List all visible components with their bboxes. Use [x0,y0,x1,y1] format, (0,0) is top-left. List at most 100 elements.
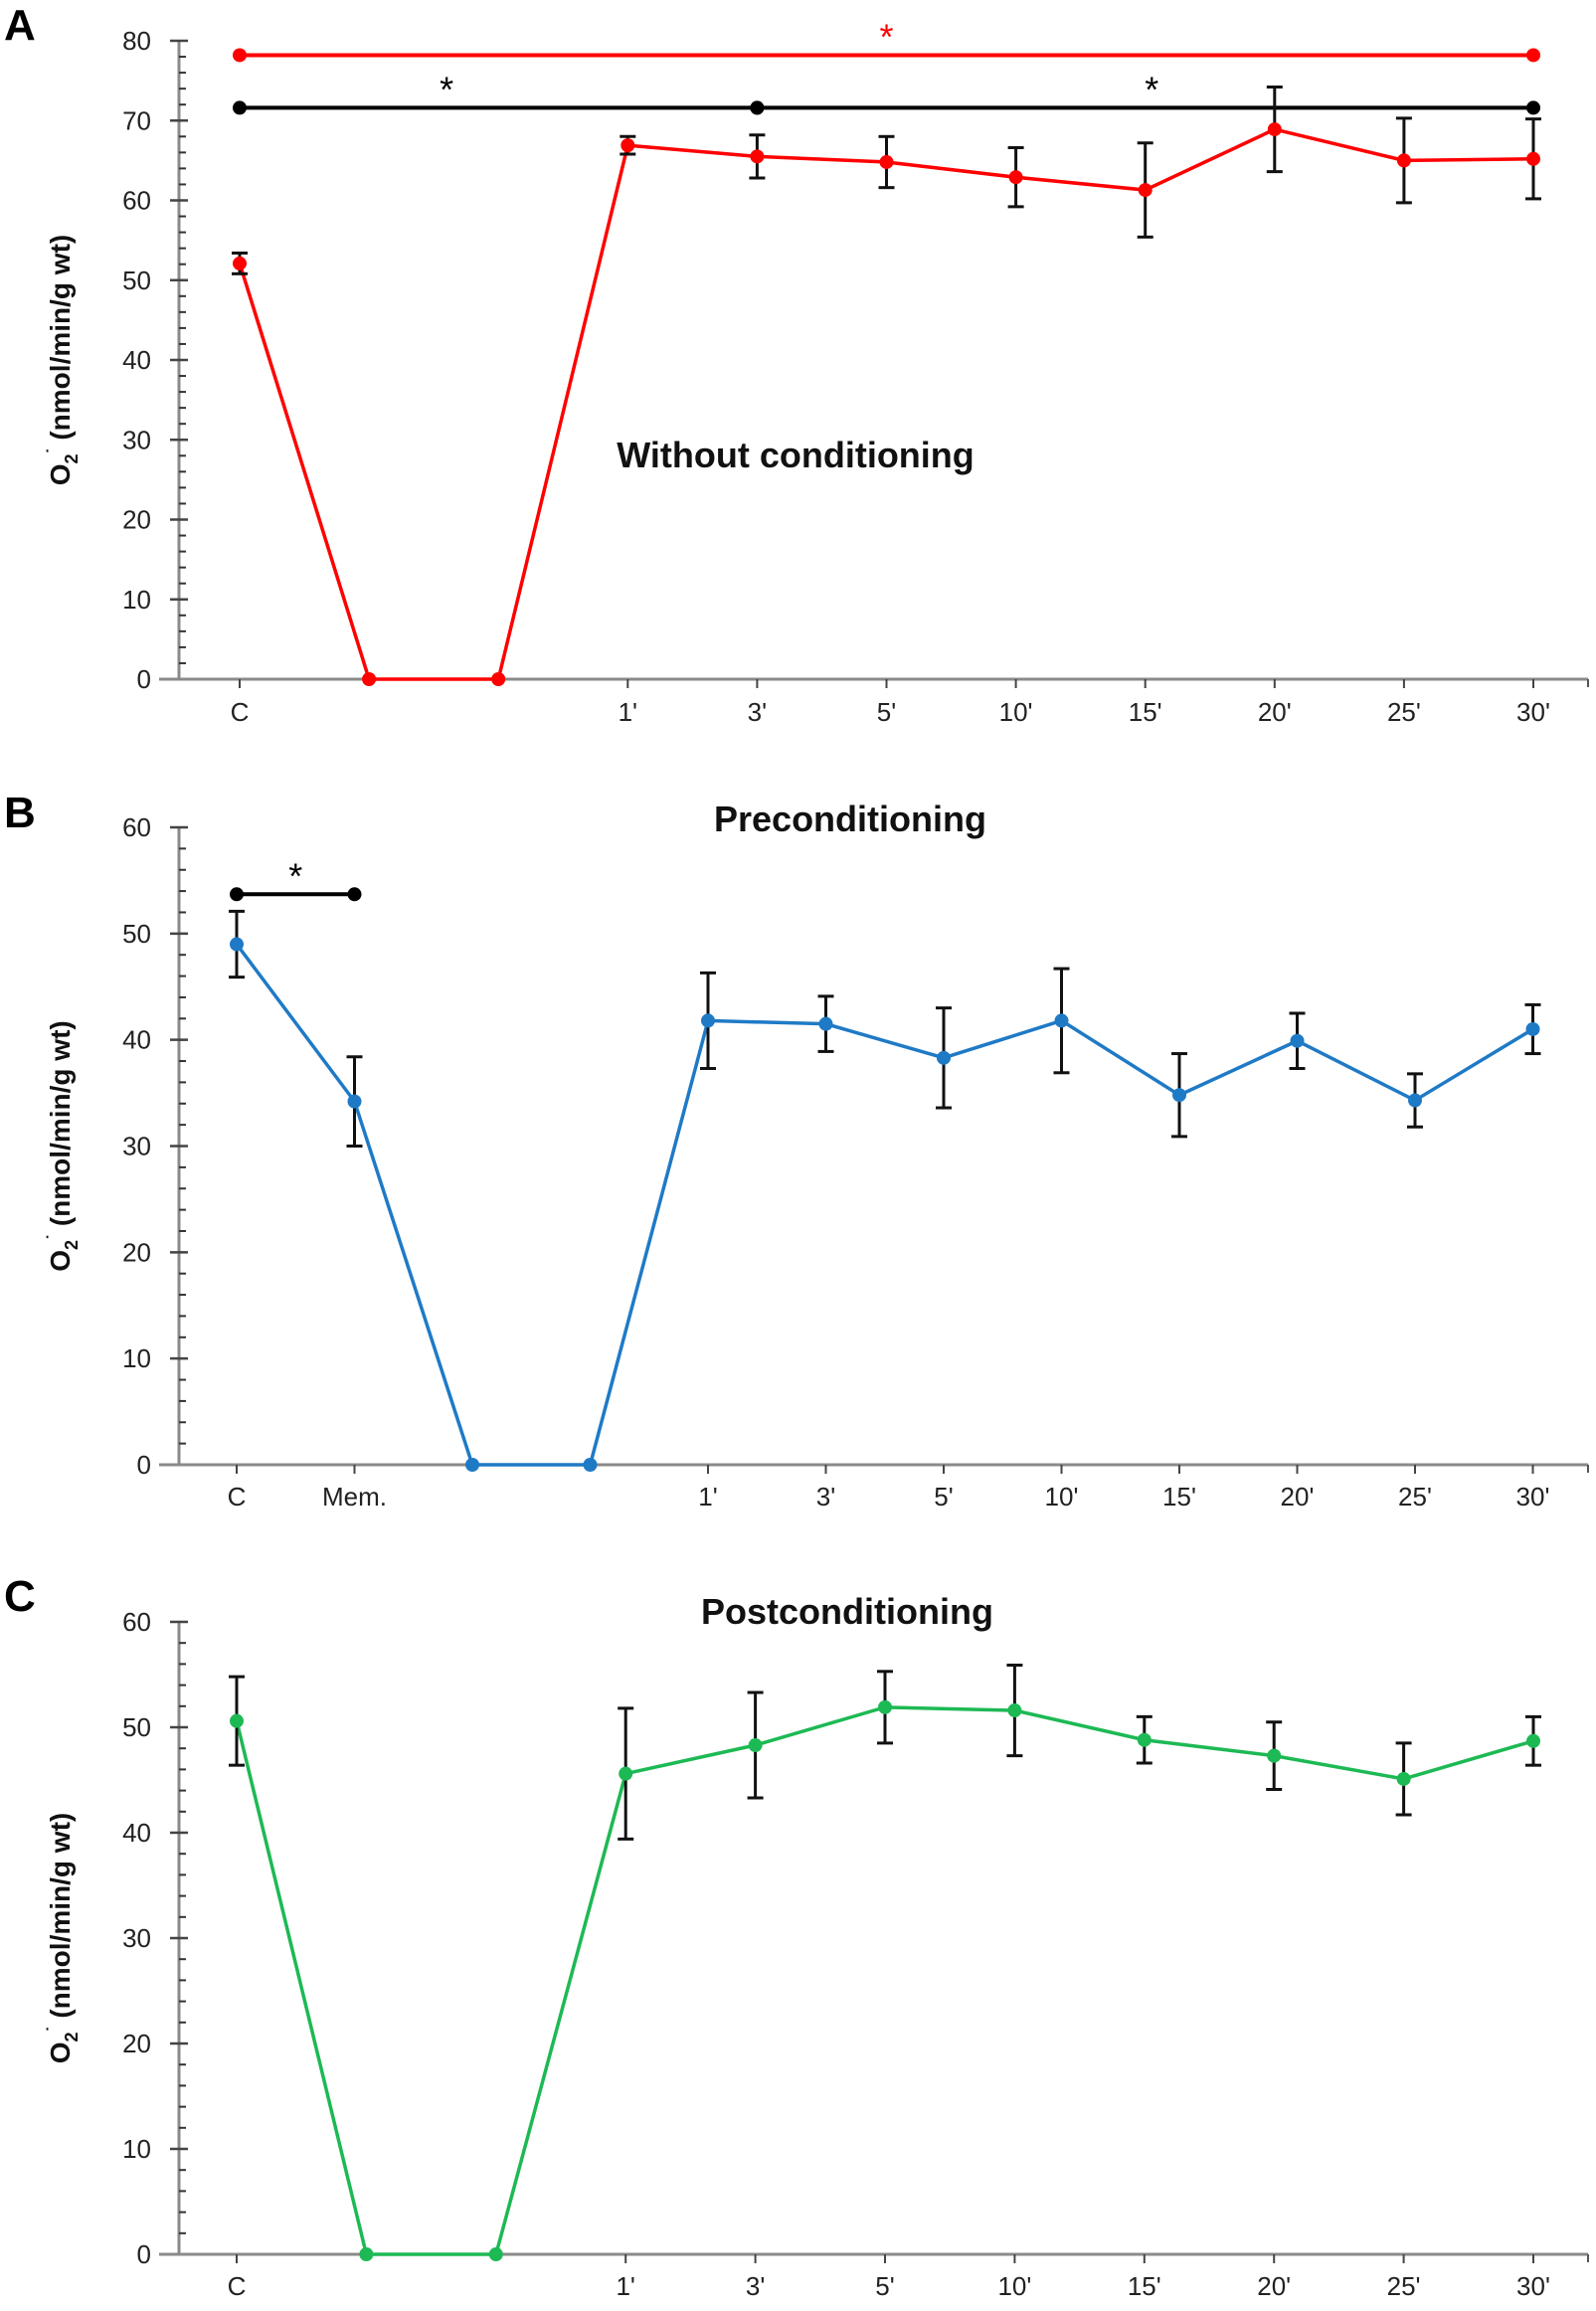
y-tick-label: 30 [122,425,151,454]
significance-star: * [440,69,453,109]
y-axis-label: O2˙ (nmol/min/g wt) [44,235,82,485]
ylabel-subscript: 2 [62,2032,82,2042]
x-tick-label: 1' [698,1482,717,1511]
y-tick-label: 60 [122,1607,151,1637]
y-tick-label: 20 [122,505,151,535]
data-point [1396,1771,1411,1786]
y-tick-label: 20 [122,1237,151,1267]
data-point [1137,1732,1152,1747]
x-tick-label: 30' [1516,697,1550,727]
data-point [621,138,635,153]
x-tick-label: C [228,1482,247,1511]
ylabel-main: O [45,1250,76,1272]
x-tick-label: C [231,697,250,727]
x-tick-label: 30' [1516,2271,1550,2301]
x-tick-label: 20' [1258,697,1292,727]
x-tick-label: C [228,2271,247,2301]
data-point [359,2247,374,2261]
ylabel-subscript: 2 [62,453,82,463]
x-tick-label: 3' [816,1482,835,1511]
ylabel-units: (nmol/min/g wt) [45,1020,76,1234]
series-line [238,127,1534,681]
data-point [1138,183,1153,198]
x-tick-label: 3' [746,2271,765,2301]
y-tick-label: 30 [122,1923,151,1953]
data-point [347,1094,362,1109]
significance-endpoint [233,48,247,63]
significance-star: * [1145,69,1158,109]
data-point [937,1050,951,1065]
ylabel-superscript: ˙ [44,2026,64,2032]
panel-letter: A [4,1,36,50]
y-tick-label: 40 [122,1818,151,1848]
y-tick-label: 20 [122,2029,151,2058]
data-point [1396,153,1411,168]
panel-letter: B [4,789,36,837]
data-point [1526,1733,1540,1748]
data-point [878,1699,892,1714]
ylabel-units: (nmol/min/g wt) [45,235,76,448]
significance-endpoint [233,100,247,115]
x-tick-label: 20' [1257,2271,1291,2301]
significance-endpoint [347,887,362,902]
data-point [491,672,506,686]
x-tick-label: Mem. [322,1482,387,1511]
data-point [465,1458,479,1472]
y-tick-label: 60 [122,812,151,842]
x-tick-label: 5' [875,2271,894,2301]
ylabel-subscript: 2 [62,1240,82,1250]
y-tick-label: 0 [137,1450,151,1480]
series-line [235,1705,1534,2256]
x-tick-label: 1' [616,2271,634,2301]
y-tick-label: 0 [137,664,151,694]
panel-c: C Postconditioning 0 10 20 30 40 50 60 O2˙ (nmol/… [4,1572,1589,2301]
x-tick-label: 10' [1045,1482,1079,1511]
significance-endpoint [1526,48,1540,63]
x-tick-label: 1' [619,697,637,727]
y-tick-label: 0 [137,2239,151,2269]
data-point [1290,1033,1305,1048]
y-tick-label: 60 [122,186,151,216]
x-tick-label: 3' [748,697,767,727]
significance-star: * [288,855,302,896]
y-tick-label: 10 [122,1343,151,1373]
data-point [1054,1013,1069,1028]
x-tick-label: 25' [1398,1482,1432,1511]
data-point [1008,170,1023,185]
y-tick-label: 70 [122,105,151,135]
y-tick-label: 50 [122,919,151,949]
y-tick-label: 80 [122,26,151,56]
significance-star: * [879,16,893,57]
x-tick-label: 10' [997,2271,1031,2301]
data-point [1525,1021,1540,1036]
x-tick-label: 10' [999,697,1033,727]
y-tick-label: 40 [122,1025,151,1055]
data-point [1172,1088,1186,1103]
ylabel-main: O [45,2042,76,2063]
y-axis-label: O2˙ (nmol/min/g wt) [44,1813,82,2063]
panel-title: Without conditioning [617,435,975,475]
data-point [1267,122,1282,137]
data-point [701,1013,715,1028]
data-point [230,1713,244,1728]
data-point [1007,1703,1022,1718]
data-point [1408,1093,1422,1108]
x-tick-label: 15' [1129,697,1162,727]
y-tick-label: 50 [122,266,151,295]
ylabel-superscript: ˙ [44,447,64,453]
panel-title: Preconditioning [714,799,986,839]
y-tick-label: 10 [122,585,151,615]
x-tick-label: 25' [1387,697,1421,727]
panel-letter: C [4,1572,36,1621]
ylabel-units: (nmol/min/g wt) [45,1813,76,2027]
x-tick-label: 15' [1162,1482,1196,1511]
x-tick-label: 15' [1128,2271,1161,2301]
y-tick-label: 30 [122,1132,151,1161]
panel-b: B Preconditioning 0 10 20 30 40 50 60 O2˙ (nmol/m… [4,789,1589,1511]
data-point [748,1738,763,1753]
data-point [362,672,377,686]
ylabel-superscript: ˙ [44,1234,64,1240]
data-point [619,1766,633,1781]
